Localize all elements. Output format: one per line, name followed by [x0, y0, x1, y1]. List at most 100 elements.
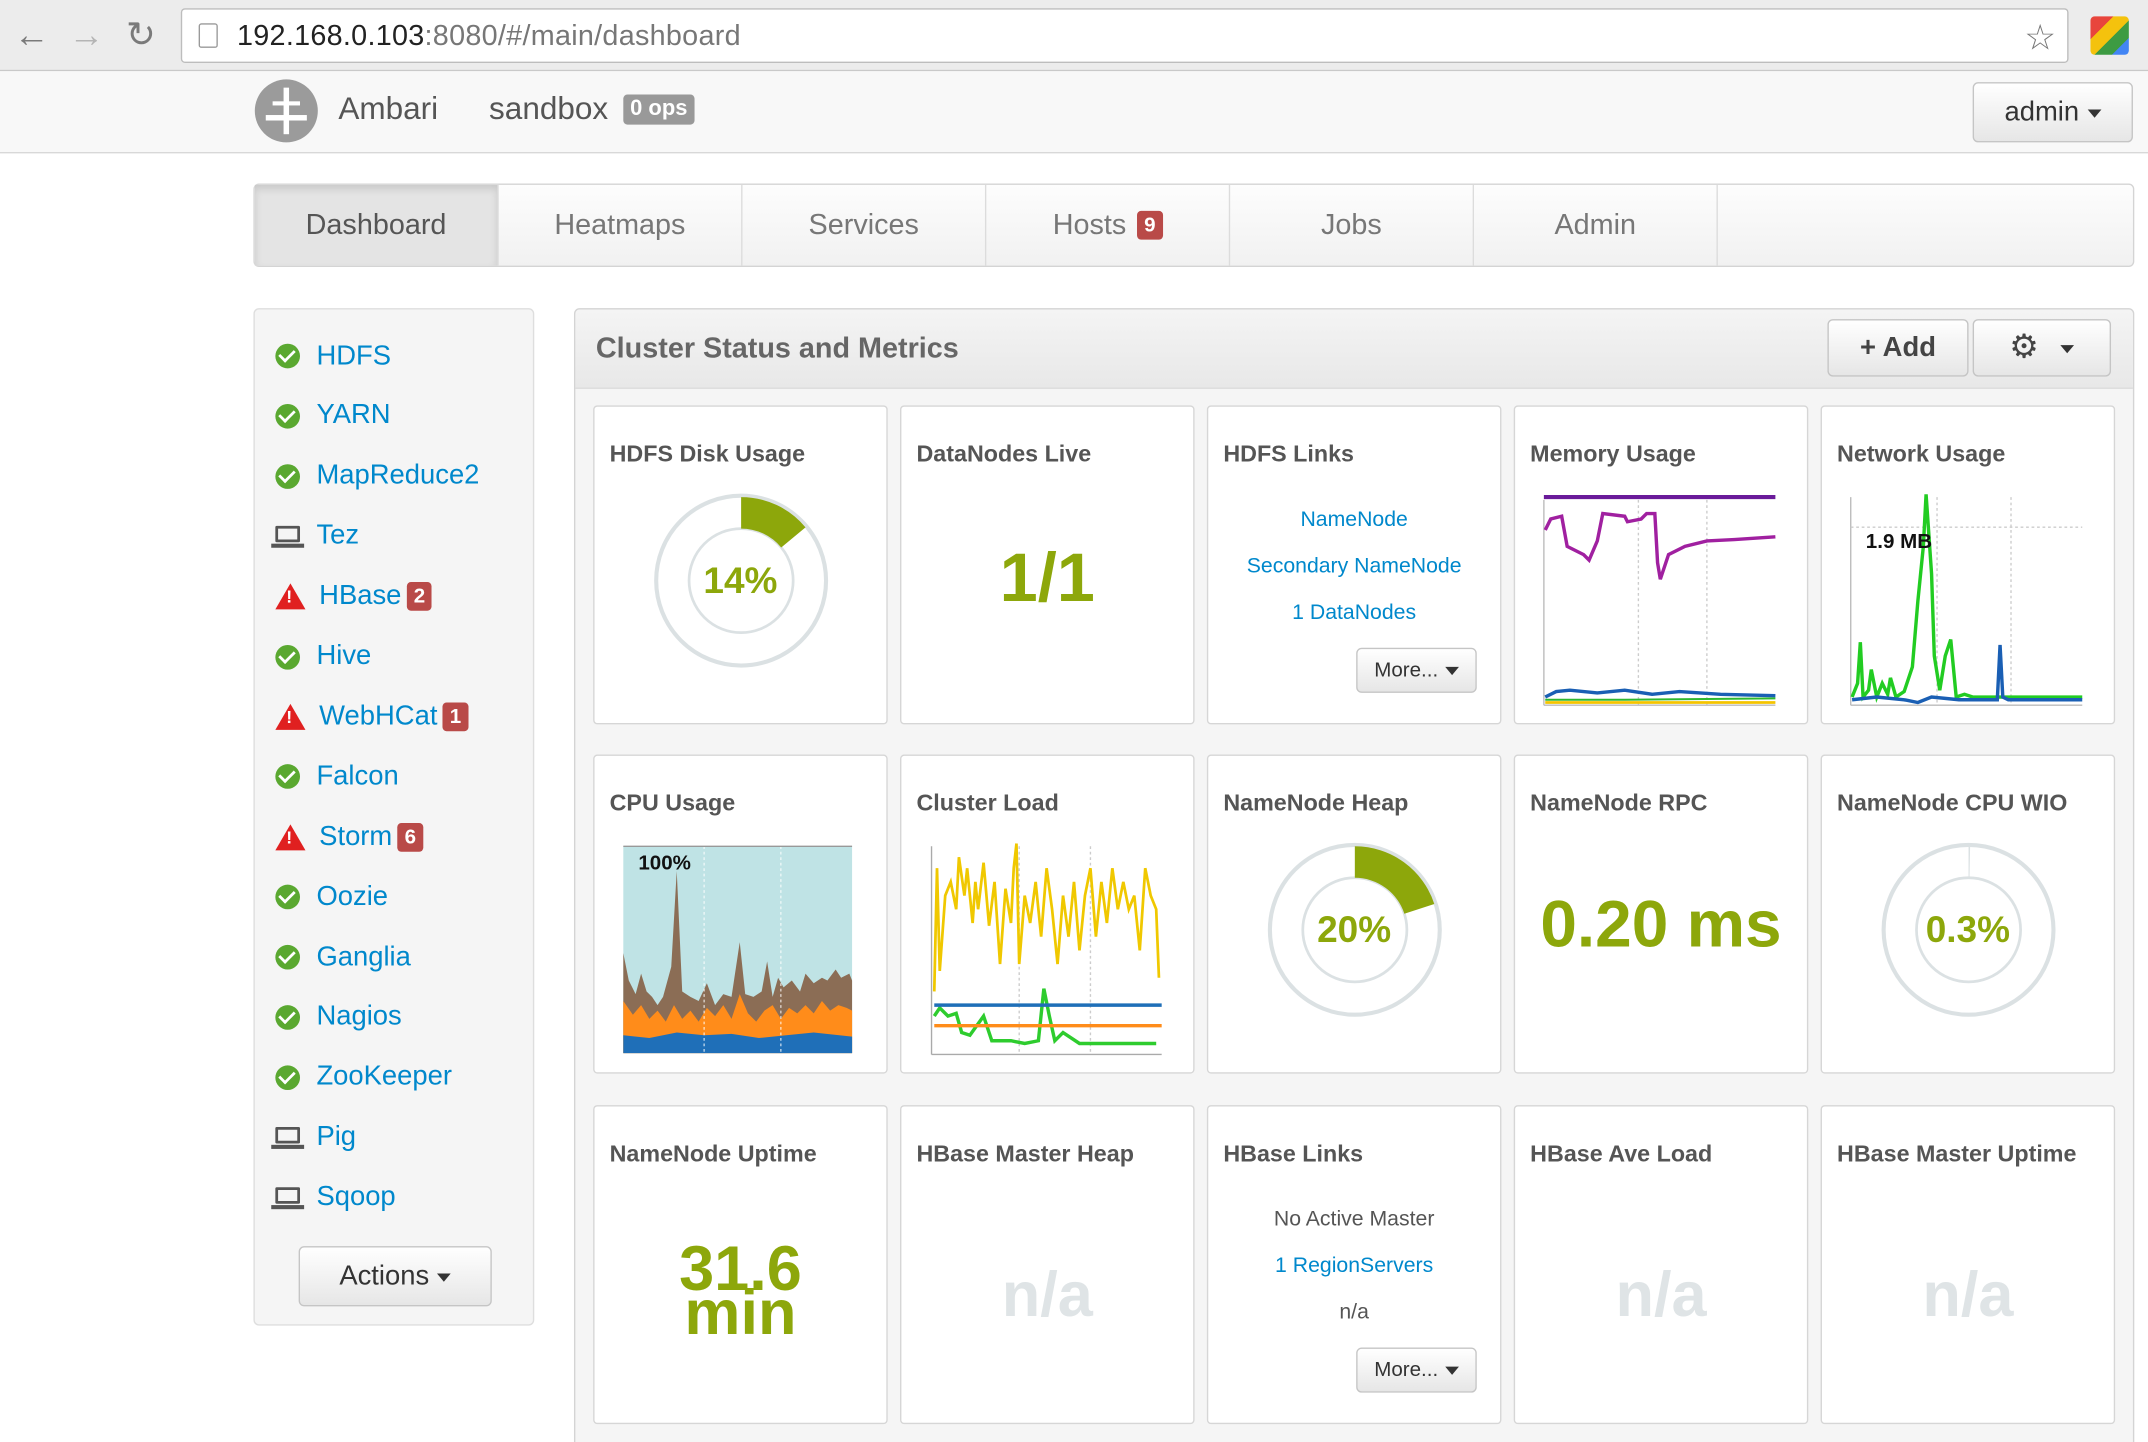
namenode-cpu-donut: [1881, 842, 2056, 1017]
forward-icon[interactable]: →: [68, 13, 105, 55]
sidebar-item-hdfs[interactable]: HDFS: [275, 336, 391, 377]
sidebar-item-hive[interactable]: Hive: [275, 636, 371, 677]
namenode-link[interactable]: NameNode: [1300, 508, 1408, 532]
url-path: :8080/#/main/dashboard: [424, 20, 741, 53]
sidebar-item-nagios[interactable]: Nagios: [275, 997, 402, 1038]
widget-title: NameNode CPU WIO: [1837, 790, 2068, 817]
sidebar-item-mapreduce2[interactable]: MapReduce2: [275, 456, 479, 497]
user-menu-button[interactable]: admin: [1972, 82, 2133, 143]
sidebar-item-label: Oozie: [316, 881, 389, 912]
sidebar-item-pig[interactable]: Pig: [271, 1117, 356, 1158]
secondary-namenode-link[interactable]: Secondary NameNode: [1246, 554, 1462, 578]
datanodes-link[interactable]: 1 DataNodes: [1292, 601, 1417, 625]
hdfs-more-button[interactable]: More...: [1356, 647, 1477, 693]
widget-memory-usage[interactable]: Memory Usage: [1513, 405, 1809, 725]
widget-value: 0.3%: [1925, 909, 2011, 951]
add-widget-button[interactable]: + Add: [1827, 319, 1969, 377]
widget-namenode-uptime[interactable]: NameNode Uptime 31.6 min: [593, 1105, 888, 1425]
tab-heatmaps[interactable]: Heatmaps: [499, 184, 743, 266]
tab-hosts[interactable]: Hosts 9: [986, 184, 1231, 266]
more-label: More...: [1374, 658, 1439, 682]
widget-title: HBase Master Uptime: [1837, 1140, 2077, 1167]
ops-badge[interactable]: 0 ops: [623, 94, 695, 125]
widget-datanodes-live[interactable]: DataNodes Live 1/1: [900, 405, 1195, 725]
widget-title: Cluster Load: [916, 790, 1059, 817]
settings-dropdown-button[interactable]: ⚙: [1972, 319, 2112, 377]
sidebar-item-falcon[interactable]: Falcon: [275, 756, 399, 797]
tab-services[interactable]: Services: [742, 184, 987, 266]
sidebar-item-label: Falcon: [316, 761, 399, 792]
widget-title: HBase Ave Load: [1530, 1140, 1713, 1167]
widget-cpu-usage[interactable]: CPU Usage 100%: [593, 754, 888, 1074]
widget-namenode-heap[interactable]: NameNode Heap 20%: [1206, 754, 1502, 1074]
check-circle-icon: [275, 403, 301, 429]
uptime-unit: min: [684, 1276, 797, 1348]
sidebar-item-tez[interactable]: Tez: [271, 516, 360, 557]
sidebar-item-label: Storm: [319, 821, 393, 852]
widget-namenode-cpu-wio[interactable]: NameNode CPU WIO 0.3%: [1820, 754, 2116, 1074]
widget-hbase-ave-load[interactable]: HBase Ave Load n/a: [1513, 1105, 1809, 1425]
sidebar-item-label: Nagios: [316, 1001, 402, 1032]
alert-count-badge: 6: [397, 822, 423, 852]
hbase-more-button[interactable]: More...: [1356, 1347, 1477, 1393]
more-label: More...: [1374, 1358, 1439, 1382]
widget-hbase-master-uptime[interactable]: HBase Master Uptime n/a: [1820, 1105, 2116, 1425]
tab-jobs[interactable]: Jobs: [1230, 184, 1475, 266]
sidebar-item-label: Tez: [316, 520, 360, 551]
app-header: Ambari sandbox 0 ops admin: [0, 71, 2148, 154]
widget-title: HBase Links: [1223, 1140, 1364, 1167]
namenode-heap-donut: [1267, 842, 1442, 1017]
caret-down-icon: [2087, 109, 2102, 118]
brand-name[interactable]: Ambari: [338, 90, 439, 126]
widget-network-usage[interactable]: Network Usage 1.9 MB: [1820, 405, 2116, 725]
widget-value: 31.6 min: [595, 1237, 887, 1348]
ambari-logo-icon[interactable]: [254, 79, 318, 143]
widget-title: NameNode Heap: [1223, 790, 1409, 817]
check-circle-icon: [275, 644, 301, 669]
no-active-master-text: No Active Master: [1273, 1207, 1435, 1232]
extension-icon[interactable]: [2090, 16, 2129, 55]
widget-title: HDFS Links: [1223, 440, 1355, 467]
actions-button[interactable]: Actions: [298, 1246, 492, 1307]
widget-title: HDFS Disk Usage: [609, 440, 806, 467]
bookmark-star-icon[interactable]: ☆: [2024, 16, 2057, 58]
sidebar-item-oozie[interactable]: Oozie: [275, 877, 388, 918]
widget-value: 1/1: [999, 539, 1095, 617]
check-circle-icon: [275, 944, 301, 970]
sidebar-item-label: ZooKeeper: [316, 1061, 453, 1092]
back-icon[interactable]: ←: [13, 13, 50, 55]
regionservers-link[interactable]: 1 RegionServers: [1275, 1254, 1434, 1278]
cluster-metrics-panel: Cluster Status and Metrics + Add ⚙ HDFS …: [573, 308, 2135, 1442]
widget-value: 14%: [703, 560, 778, 602]
sidebar-item-label: HDFS: [316, 340, 392, 371]
sidebar-item-ganglia[interactable]: Ganglia: [275, 937, 411, 978]
cluster-name[interactable]: sandbox: [489, 90, 609, 126]
hdfs-disk-donut: [654, 493, 829, 668]
widget-title: Memory Usage: [1530, 440, 1696, 467]
tab-dashboard[interactable]: Dashboard: [254, 184, 499, 266]
sidebar-item-sqoop[interactable]: Sqoop: [271, 1177, 396, 1218]
panel-header: Cluster Status and Metrics + Add ⚙: [575, 309, 2133, 389]
sidebar-item-yarn[interactable]: YARN: [275, 396, 391, 437]
widget-cluster-load[interactable]: Cluster Load: [900, 754, 1195, 1074]
widget-value: n/a: [1615, 1258, 1707, 1330]
gauge-fill: [741, 497, 806, 548]
reload-icon[interactable]: ↻: [126, 13, 156, 55]
sidebar-item-zookeeper[interactable]: ZooKeeper: [275, 1057, 452, 1098]
widget-title: DataNodes Live: [916, 440, 1092, 467]
widget-title: Network Usage: [1837, 440, 2006, 467]
tab-admin[interactable]: Admin: [1474, 184, 1718, 266]
widget-hdfs-disk-usage[interactable]: HDFS Disk Usage 14%: [593, 405, 888, 725]
check-circle-icon: [275, 764, 301, 790]
widget-namenode-rpc[interactable]: NameNode RPC 0.20 ms: [1513, 754, 1809, 1074]
address-bar[interactable]: 192.168.0.103:8080/#/main/dashboard ☆: [180, 8, 2069, 63]
add-label: Add: [1882, 332, 1936, 363]
widget-hbase-master-heap[interactable]: HBase Master Heap n/a: [900, 1105, 1195, 1425]
widget-title: CPU Usage: [609, 790, 736, 817]
caret-down-icon: [2060, 344, 2075, 353]
hosts-alert-badge: 9: [1137, 210, 1163, 240]
caret-down-icon: [1445, 1366, 1459, 1375]
